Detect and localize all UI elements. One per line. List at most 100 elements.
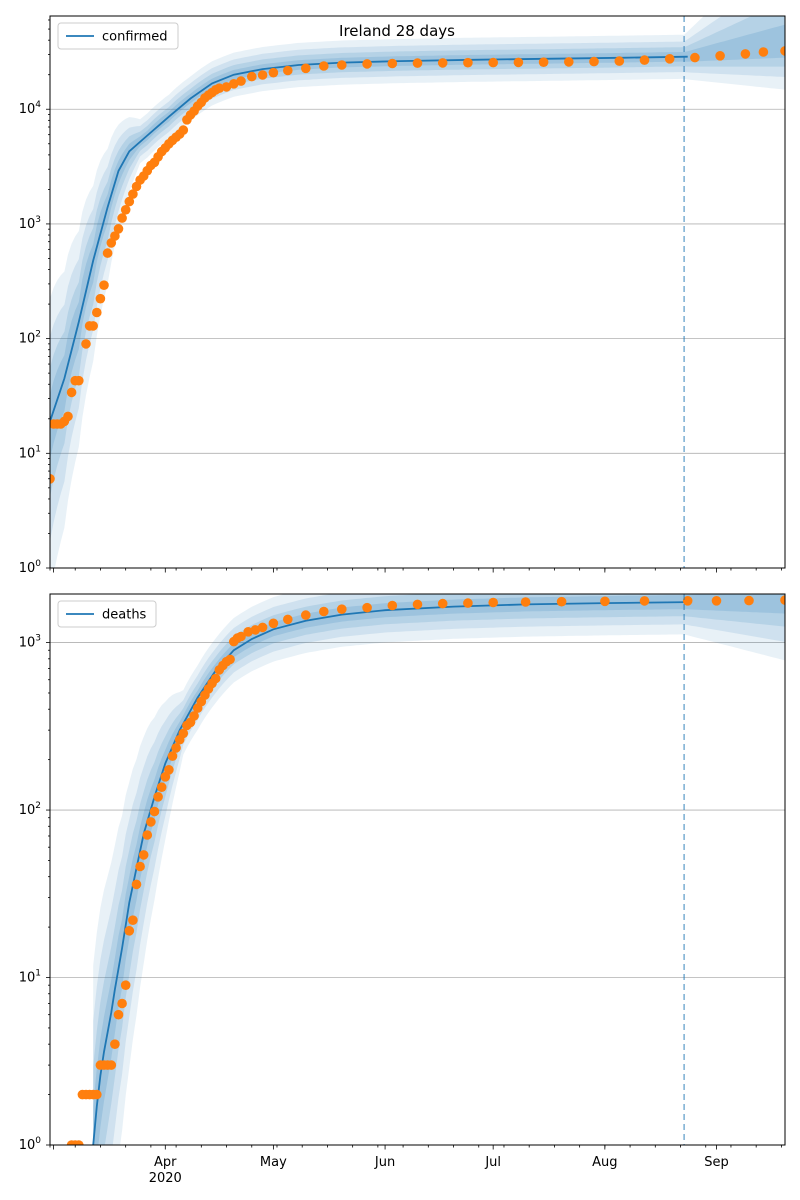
data-point — [744, 595, 754, 606]
data-point — [488, 597, 499, 608]
data-point — [164, 765, 174, 775]
x-tick-label: Aug — [592, 1155, 617, 1170]
y-tick-label: 103 — [19, 215, 41, 232]
y-tick-label-exponent: 3 — [35, 215, 41, 225]
y-tick-label: 100 — [19, 1136, 42, 1153]
data-point — [236, 76, 246, 86]
data-point — [758, 47, 769, 57]
y-tick-label: 100 — [19, 559, 42, 576]
data-point — [463, 598, 473, 608]
x-tick-label: 2020 — [149, 1171, 182, 1186]
uncertainty-band — [50, 16, 785, 542]
data-point — [236, 631, 246, 642]
data-point — [153, 792, 163, 802]
data-point — [88, 321, 98, 331]
data-point — [66, 387, 77, 398]
data-point — [135, 861, 145, 872]
data-point — [124, 926, 135, 936]
data-point — [301, 63, 311, 74]
uncertainty-band — [50, 16, 785, 568]
x-tick-label: Apr — [154, 1155, 177, 1170]
data-point — [117, 998, 127, 1009]
series-line-confirmed — [50, 55, 688, 422]
data-point — [387, 600, 398, 611]
data-point — [614, 56, 625, 66]
data-point — [225, 654, 235, 665]
data-point — [110, 231, 120, 241]
data-point — [301, 610, 311, 620]
data-point — [128, 915, 138, 925]
data-point — [690, 52, 700, 63]
data-point — [250, 625, 261, 635]
y-tick-label-exponent: 2 — [35, 801, 41, 811]
y-tick-label-base: 10 — [19, 102, 36, 117]
data-point — [520, 597, 531, 607]
y-tick-label-base: 10 — [19, 561, 36, 576]
data-point — [463, 57, 473, 68]
data-point — [120, 980, 131, 990]
data-point — [138, 850, 149, 860]
data-point — [437, 598, 448, 609]
series-layer — [50, 46, 785, 484]
data-point — [110, 1039, 120, 1049]
data-point — [664, 54, 675, 64]
data-point — [106, 1060, 117, 1070]
data-point — [74, 1140, 84, 1145]
data-point — [81, 339, 91, 349]
data-point — [92, 307, 102, 318]
data-point — [538, 57, 549, 67]
data-point — [682, 596, 693, 606]
data-point — [102, 248, 113, 258]
data-point — [99, 280, 109, 291]
data-point — [146, 817, 156, 827]
data-point — [412, 58, 423, 68]
data-point — [362, 602, 372, 613]
y-tick-label-base: 10 — [19, 803, 36, 818]
data-point — [513, 57, 524, 68]
x-tick-label: Jul — [484, 1155, 501, 1170]
data-point — [167, 751, 178, 761]
legend-box — [57, 22, 179, 50]
y-tick-label: 102 — [19, 801, 41, 818]
y-tick-label-exponent: 0 — [35, 559, 41, 569]
axes-frame — [49, 15, 786, 569]
y-tick-label-exponent: 3 — [35, 634, 41, 644]
y-tick-label-exponent: 1 — [35, 444, 41, 454]
x-tick-label: May — [260, 1155, 287, 1170]
data-point — [156, 782, 167, 792]
data-point — [362, 59, 372, 69]
y-tick-label: 101 — [19, 444, 41, 461]
data-point — [178, 728, 189, 739]
uncertainty-bands — [50, 16, 785, 568]
data-point — [283, 614, 293, 625]
data-point — [319, 606, 329, 617]
data-point — [564, 57, 574, 67]
data-point — [63, 411, 73, 422]
y-tick-label-base: 10 — [19, 1138, 36, 1153]
y-tick-label: 101 — [19, 969, 41, 986]
data-point — [715, 51, 725, 61]
y-tick-label-exponent: 1 — [35, 969, 41, 979]
data-point — [50, 474, 55, 484]
legend-box — [57, 600, 157, 628]
data-point — [113, 224, 124, 234]
data-point — [780, 46, 785, 56]
data-point — [124, 196, 135, 207]
y-tick-label-exponent: 4 — [35, 100, 41, 110]
legend-label-confirmed: confirmed — [102, 30, 168, 45]
y-tick-label-base: 10 — [19, 971, 36, 986]
data-point — [131, 879, 142, 890]
figure-title: Ireland 28 days — [339, 22, 455, 40]
y-tick-label-base: 10 — [19, 636, 36, 651]
data-point — [337, 604, 347, 614]
data-point — [178, 125, 189, 135]
data-point — [268, 67, 279, 78]
data-point — [589, 56, 599, 67]
data-point — [711, 596, 722, 606]
data-point — [319, 61, 329, 71]
data-point — [556, 596, 567, 607]
y-tick-label: 103 — [19, 634, 41, 651]
